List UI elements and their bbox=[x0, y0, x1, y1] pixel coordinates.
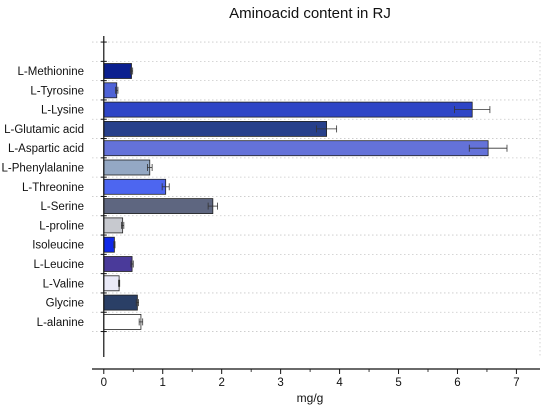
category-label-9: Isoleucine bbox=[32, 240, 84, 252]
category-label-10: L-Leucine bbox=[33, 259, 84, 271]
category-label-4: L-Aspartic acid bbox=[8, 143, 84, 155]
category-label-13: L-alanine bbox=[37, 317, 84, 329]
bar-5 bbox=[104, 160, 150, 175]
category-label-11: L-Valine bbox=[43, 278, 84, 290]
bar-0 bbox=[104, 64, 132, 79]
category-label-5: L-Phenylalanine bbox=[2, 163, 84, 175]
x-axis-label: mg/g bbox=[297, 391, 324, 405]
bar-1 bbox=[104, 83, 117, 98]
bar-3 bbox=[104, 121, 327, 136]
bar-13 bbox=[104, 314, 141, 329]
bar-10 bbox=[104, 257, 132, 272]
bar-4 bbox=[104, 141, 488, 156]
bar-8 bbox=[104, 218, 123, 233]
x-tick-label-4: 4 bbox=[336, 377, 343, 389]
bar-7 bbox=[104, 199, 213, 214]
bar-12 bbox=[104, 295, 138, 310]
x-tick-label-3: 3 bbox=[277, 377, 283, 389]
x-tick-label-6: 6 bbox=[454, 377, 460, 389]
bar-2 bbox=[104, 102, 472, 117]
category-label-2: L-Lysine bbox=[41, 105, 84, 117]
x-tick-label-2: 2 bbox=[218, 377, 224, 389]
x-tick-label-0: 0 bbox=[101, 377, 107, 389]
category-label-3: L-Glutamic acid bbox=[4, 124, 84, 136]
category-label-12: Glycine bbox=[46, 298, 84, 310]
x-tick-label-7: 7 bbox=[513, 377, 519, 389]
chart-title: Aminoacid content in RJ bbox=[229, 5, 391, 22]
category-labels: L-Methionine L-Tyrosine L-Lysine L-Glutamic… bbox=[2, 66, 84, 329]
category-label-8: L-proline bbox=[39, 220, 84, 232]
bar-6 bbox=[104, 179, 166, 194]
x-tick-label-5: 5 bbox=[395, 377, 401, 389]
x-tick-label-1: 1 bbox=[160, 377, 166, 389]
category-label-6: L-Threonine bbox=[22, 182, 84, 194]
category-label-0: L-Methionine bbox=[18, 66, 84, 78]
category-label-7: L-Serine bbox=[41, 201, 84, 213]
category-label-1: L-Tyrosine bbox=[30, 85, 84, 97]
bar-9 bbox=[104, 237, 115, 252]
bar-11 bbox=[104, 276, 119, 291]
